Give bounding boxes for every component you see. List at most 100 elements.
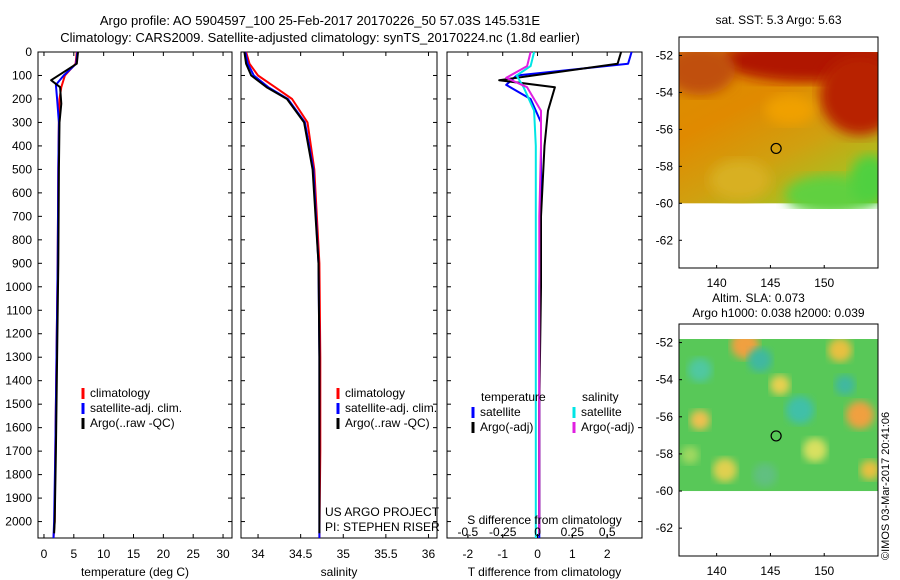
s-tick-label: 0 <box>534 525 541 539</box>
x-tick-label: -1 <box>497 547 508 561</box>
map-x-tick-label: 150 <box>814 564 834 578</box>
x-tick-label: 2 <box>604 547 611 561</box>
x-axis-label: salinity <box>321 565 358 579</box>
s-tick-label: 0.5 <box>599 525 616 539</box>
series-line-4 <box>505 51 542 534</box>
map-x-tick-label: 140 <box>707 564 727 578</box>
map-field <box>679 339 878 492</box>
y-tick-label: 1400 <box>5 374 32 388</box>
plot-frame <box>446 51 643 539</box>
sla-patch <box>846 401 874 429</box>
y-tick-label: 1300 <box>5 350 32 364</box>
s-tick-label: 0.25 <box>561 525 585 539</box>
legend-label: Argo(..raw -QC) <box>90 416 175 430</box>
map-x-tick-label: 150 <box>814 276 834 290</box>
sla-patch <box>835 375 855 395</box>
plot-frame <box>37 51 233 539</box>
map-x-tick-label: 145 <box>760 564 780 578</box>
argo-position-marker <box>770 430 782 442</box>
sst-patch <box>820 55 878 135</box>
project-label-line-1: US ARGO PROJECT <box>325 505 440 519</box>
sla-patch <box>748 348 772 372</box>
map-y-tick-label: -60 <box>656 196 674 210</box>
y-tick-label: 600 <box>12 186 32 200</box>
sla-patch <box>860 460 878 480</box>
legend-header-temperature: temperature <box>481 390 546 404</box>
map-y-tick-label: -52 <box>656 48 674 62</box>
y-tick-label: 200 <box>12 92 32 106</box>
x-tick-label: 30 <box>216 547 230 561</box>
legend-label: Argo(-adj) <box>480 420 533 434</box>
sst-patch <box>679 52 735 95</box>
y-tick-label: 1000 <box>5 280 32 294</box>
map-y-tick-label: -56 <box>656 410 674 424</box>
x-tick-label: 34 <box>251 547 265 561</box>
sla-patch <box>688 358 712 382</box>
y-tick-label: 800 <box>12 233 32 247</box>
map-y-tick-label: -62 <box>656 521 674 535</box>
x-tick-label: 34.5 <box>289 547 313 561</box>
map-y-tick-label: -62 <box>656 233 674 247</box>
x-tick-label: 35.5 <box>374 547 398 561</box>
sla-map-panel: -52 -54 -56 -58 -60 -62 140 145 150 Altim. SLA: 0… <box>656 291 879 578</box>
sla-patch <box>828 339 852 362</box>
sla-field-base <box>679 339 878 492</box>
map-field <box>679 37 878 209</box>
map-y-tick-label: -58 <box>656 159 674 173</box>
y-tick-label: 700 <box>12 209 32 223</box>
profile-panel-3: -2 -1 0 1 2 T difference from climatology temp… <box>446 51 643 579</box>
sla-patch <box>690 410 710 430</box>
map-y-tick-label: -58 <box>656 447 674 461</box>
x-tick-label: 5 <box>70 547 77 561</box>
legend-label: satellite <box>480 405 521 419</box>
x-axis-label: temperature (deg C) <box>81 565 189 579</box>
map-y-tick-label: -52 <box>656 336 674 350</box>
credit-text: ©IMOS 03-Mar-2017 20:41:06 <box>880 411 892 560</box>
series-line-3 <box>243 51 321 534</box>
y-tick-label: 1900 <box>5 491 32 505</box>
x-tick-label: 0 <box>534 547 541 561</box>
profile-panel-2: 34 34.5 35 35.5 36 salinity climatologysatelli… <box>240 51 440 579</box>
project-label-line-2: PI: STEPHEN RISER <box>325 520 440 534</box>
s-tick-label: -0.25 <box>489 525 517 539</box>
x-tick-label: 15 <box>127 547 141 561</box>
map-y-tick-label: -60 <box>656 484 674 498</box>
profile-panel-1: 0100200300400500600700800900100011001200… <box>5 45 233 579</box>
map-y-tick-label: -56 <box>656 122 674 136</box>
sst-patch <box>710 160 770 200</box>
legend-label: Argo(-adj) <box>581 420 634 434</box>
sla-patch <box>753 463 777 487</box>
y-tick-label: 1100 <box>6 303 32 317</box>
legend-label: satellite-adj. clim. <box>345 401 437 415</box>
legend-label: satellite <box>581 405 622 419</box>
map-x-tick-label: 140 <box>707 276 727 290</box>
legend-label: satellite-adj. clim. <box>90 401 182 415</box>
map-y-tick-label: -54 <box>656 373 674 387</box>
sst-warm-band <box>679 37 878 51</box>
sla-patch <box>770 375 790 395</box>
plot-frame <box>240 51 438 539</box>
sla-patch <box>803 438 827 462</box>
y-tick-label: 100 <box>12 68 32 82</box>
x-tick-label: -2 <box>463 547 474 561</box>
sst-map-panel: -52 -54 -56 -58 -60 -62 140 145 150 sat. SST: 5.3… <box>656 13 879 290</box>
map-frame <box>678 323 879 557</box>
map-title-line-2: Argo h1000: 0.038 h2000: 0.039 <box>692 306 864 320</box>
chart-title-line-2: Climatology: CARS2009. Satellite-adjuste… <box>60 30 580 45</box>
map-x-tick-label: 145 <box>760 276 780 290</box>
x-tick-label: 35 <box>337 547 351 561</box>
sst-patch <box>850 155 878 205</box>
map-title: sat. SST: 5.3 Argo: 5.63 <box>715 13 841 27</box>
map-title-line-1: Altim. SLA: 0.073 <box>712 291 805 305</box>
y-tick-label: 900 <box>12 256 32 270</box>
y-tick-label: 400 <box>12 139 32 153</box>
sla-patch <box>681 446 699 464</box>
s-tick-label: -0.5 <box>458 525 479 539</box>
argo-position-marker <box>770 142 782 155</box>
y-tick-label: 500 <box>12 162 32 176</box>
y-tick-label: 1200 <box>5 327 32 341</box>
chart-title-line-1: Argo profile: AO 5904597_100 25-Feb-2017… <box>99 13 541 28</box>
y-tick-label: 2000 <box>5 515 32 529</box>
map-y-tick-label: -54 <box>656 85 674 99</box>
y-tick-label: 1800 <box>5 468 32 482</box>
